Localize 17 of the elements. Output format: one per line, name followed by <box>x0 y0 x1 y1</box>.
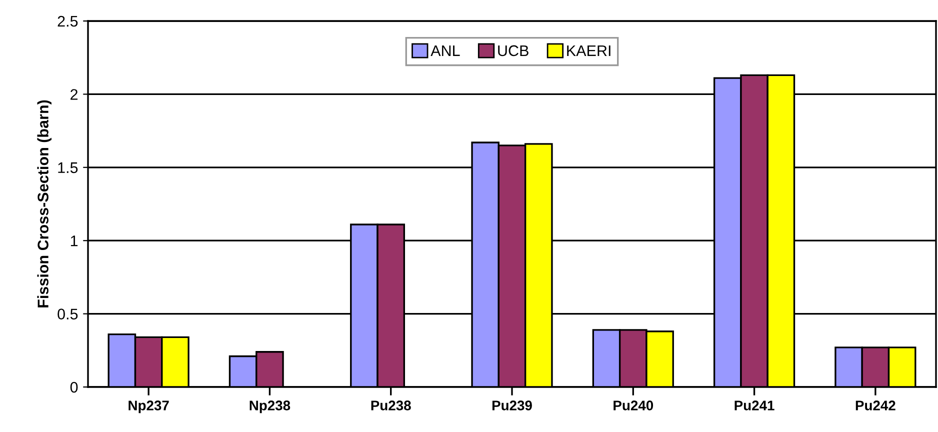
x-tick-label: Pu241 <box>734 400 774 410</box>
y-tick-label: 2.5 <box>58 16 78 27</box>
legend-label: KAERI <box>567 45 610 56</box>
y-tick-label: 0.5 <box>58 308 78 320</box>
x-tick-label: Np238 <box>250 400 290 414</box>
y-tick-label: 0 <box>70 382 78 393</box>
x-tick-label: Pu242 <box>856 400 896 410</box>
x-tick-label: Pu240 <box>614 400 654 410</box>
x-tick-label: Pu239 <box>492 400 532 410</box>
legend-label: ANL <box>430 45 460 56</box>
y-tick-label: 1.5 <box>58 162 78 174</box>
y-tick-label: 1 <box>70 236 78 246</box>
y-axis-title: Fission Cross-Section (barn) <box>37 100 52 308</box>
x-tick-label: Pu238 <box>371 400 411 410</box>
legend-label: UCB <box>498 45 528 56</box>
y-tick-label: 2 <box>70 89 78 100</box>
x-tick-label: Np237 <box>128 400 169 414</box>
